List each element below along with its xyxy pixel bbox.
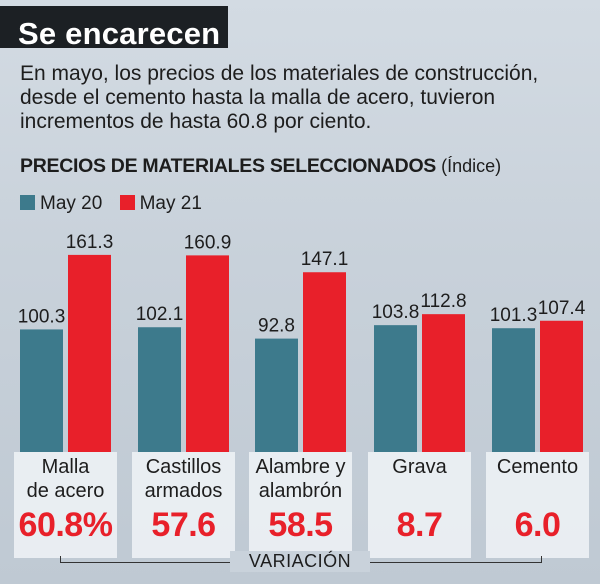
variation-value-grava: 8.7 bbox=[396, 506, 443, 544]
legend-item-may-21: May 21 bbox=[119, 193, 202, 215]
legend-label-may-20: May 20 bbox=[40, 193, 103, 214]
category-box-alambre-y-alambr-n bbox=[249, 452, 352, 558]
variation-value-alambre-y-alambr-n: 58.5 bbox=[268, 506, 333, 544]
data-label-cemento-series-0: 101.3 bbox=[490, 305, 538, 326]
category-label-alambre-y-alambr-n: Alambre y alambrón bbox=[243, 455, 358, 503]
bar-cemento-series-0 bbox=[492, 328, 535, 452]
category-label-grava-line-0: Grava bbox=[392, 456, 447, 478]
variation-label: VARIACIÓN bbox=[230, 551, 370, 572]
category-label-cemento-line-0: Cemento bbox=[496, 456, 579, 478]
title-bar: Se encarecen bbox=[0, 6, 228, 51]
bar-alambre-y-alambr-n-series-0 bbox=[255, 338, 298, 452]
bar-grava-series-0 bbox=[374, 325, 417, 452]
category-label-malla-de-acero-line-0: Malla bbox=[41, 456, 90, 478]
category-box-malla-de-acero bbox=[14, 452, 117, 558]
chart-title: Se encarecen bbox=[18, 16, 221, 51]
data-label-grava-series-1: 112.8 bbox=[420, 291, 466, 312]
description: En mayo, los precios de los materiales d… bbox=[20, 62, 590, 134]
data-label-castillos-armados-series-1: 160.9 bbox=[184, 232, 232, 253]
chart-subtitle: PRECIOS DE MATERIALES SELECCIONADOS (Índ… bbox=[20, 155, 501, 178]
variation-bracket-tick-right bbox=[541, 556, 542, 563]
category-label-alambre-y-alambr-n-line-1: alambrón bbox=[258, 480, 343, 502]
legend-swatch-may-21 bbox=[119, 195, 135, 210]
data-label-malla-de-acero-series-1: 161.3 bbox=[66, 232, 114, 253]
data-label-grava-series-0: 103.8 bbox=[372, 302, 420, 323]
subtitle-unit: (Índice) bbox=[441, 156, 502, 176]
description-line-2: desde el cemento hasta la malla de acero… bbox=[20, 86, 496, 109]
category-label-grava: Grava bbox=[362, 455, 477, 479]
description-line-1: En mayo, los precios de los materiales d… bbox=[20, 62, 539, 85]
variation-bracket-left bbox=[60, 562, 230, 563]
variation-value-castillos-armados: 57.6 bbox=[151, 506, 216, 544]
data-label-cemento-series-1: 107.4 bbox=[538, 298, 586, 319]
bar-castillos-armados-series-0 bbox=[138, 327, 181, 452]
category-label-malla-de-acero: Malla de acero bbox=[8, 455, 123, 503]
category-label-castillos-armados: Castillos armados bbox=[126, 455, 241, 503]
category-label-malla-de-acero-line-1: de acero bbox=[26, 480, 105, 502]
legend-label-may-21: May 21 bbox=[139, 193, 202, 214]
data-label-castillos-armados-series-0: 102.1 bbox=[136, 304, 184, 325]
category-box-cemento bbox=[486, 452, 589, 558]
category-label-alambre-y-alambr-n-line-0: Alambre y bbox=[255, 456, 346, 478]
data-label-alambre-y-alambr-n-series-0: 92.8 bbox=[258, 316, 295, 337]
legend-swatch-may-20 bbox=[20, 195, 35, 210]
subtitle-text: PRECIOS DE MATERIALES SELECCIONADOS bbox=[20, 155, 437, 177]
data-label-alambre-y-alambr-n-series-1: 147.1 bbox=[301, 249, 349, 270]
category-label-cemento: Cemento bbox=[480, 455, 595, 479]
category-label-castillos-armados-line-1: armados bbox=[144, 480, 223, 502]
bar-malla-de-acero-series-0 bbox=[20, 329, 63, 452]
bar-malla-de-acero-series-1 bbox=[68, 254, 111, 452]
variation-bracket-right bbox=[370, 562, 542, 563]
bar-grava-series-1 bbox=[422, 314, 465, 452]
data-label-malla-de-acero-series-0: 100.3 bbox=[18, 306, 66, 327]
legend-item-may-20: May 20 bbox=[20, 193, 102, 215]
description-line-3: incrementos de hasta 60.8 por ciento. bbox=[20, 110, 372, 133]
category-box-castillos-armados bbox=[132, 452, 235, 558]
bar-cemento-series-1 bbox=[540, 320, 583, 452]
category-box-grava bbox=[368, 452, 471, 558]
bar-alambre-y-alambr-n-series-1 bbox=[303, 272, 346, 452]
variation-bracket-tick-left bbox=[60, 556, 61, 563]
category-label-castillos-armados-line-0: Castillos bbox=[145, 456, 222, 478]
bar-castillos-armados-series-1 bbox=[186, 255, 229, 452]
variation-value-cemento: 6.0 bbox=[514, 506, 561, 544]
legend: May 20 May 21 bbox=[20, 193, 214, 215]
variation-value-malla-de-acero: 60.8% bbox=[18, 506, 113, 544]
